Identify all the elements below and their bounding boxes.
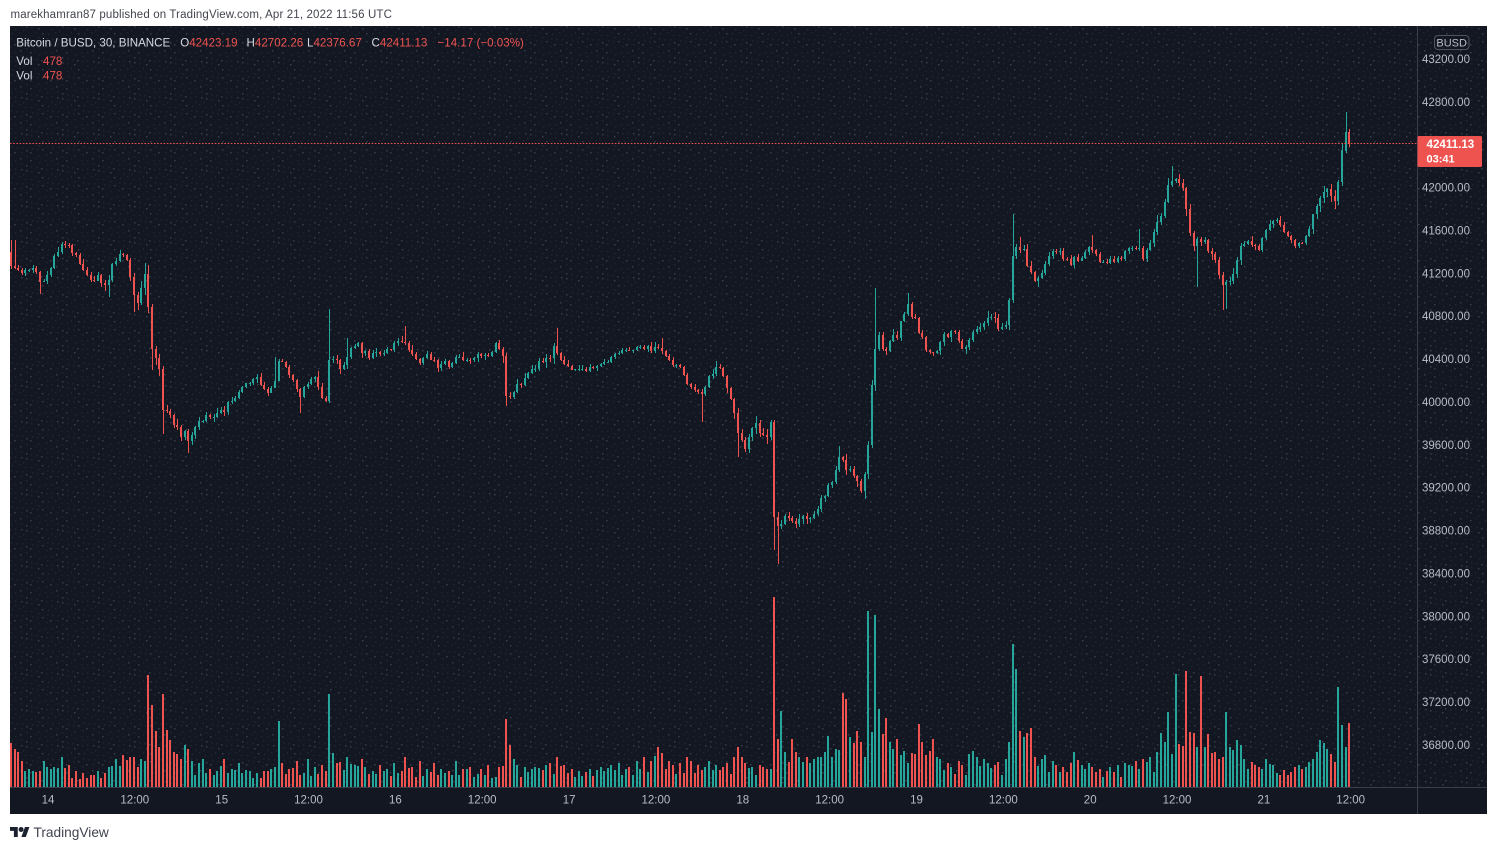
svg-text:19: 19 xyxy=(910,795,923,807)
svg-text:14: 14 xyxy=(42,795,55,807)
svg-text:TradingView: TradingView xyxy=(34,825,109,840)
svg-text:BUSD: BUSD xyxy=(1436,37,1467,49)
svg-text:12:00: 12:00 xyxy=(642,795,671,807)
svg-text:12:00: 12:00 xyxy=(1336,795,1365,807)
svg-text:12:00: 12:00 xyxy=(468,795,497,807)
svg-text:18: 18 xyxy=(736,795,749,807)
svg-text:Vol: Vol xyxy=(16,55,32,68)
svg-text:478: 478 xyxy=(43,70,62,83)
svg-text:40400.00: 40400.00 xyxy=(1422,354,1470,366)
svg-text:478: 478 xyxy=(43,55,62,68)
svg-text:39600.00: 39600.00 xyxy=(1422,440,1470,452)
svg-text:36800.00: 36800.00 xyxy=(1422,740,1470,752)
svg-text:40800.00: 40800.00 xyxy=(1422,311,1470,323)
svg-text:marekhamran87 published on Tra: marekhamran87 published on TradingView.c… xyxy=(11,9,393,21)
svg-text:H42702.26: H42702.26 xyxy=(247,37,304,50)
svg-text:L42376.67: L42376.67 xyxy=(307,37,362,50)
svg-text:12:00: 12:00 xyxy=(120,795,149,807)
svg-text:20: 20 xyxy=(1084,795,1097,807)
svg-text:Vol: Vol xyxy=(16,70,32,83)
svg-text:C42411.13: C42411.13 xyxy=(372,37,428,50)
svg-text:38000.00: 38000.00 xyxy=(1422,611,1470,623)
svg-text:38400.00: 38400.00 xyxy=(1422,569,1470,581)
svg-text:21: 21 xyxy=(1258,795,1271,807)
svg-text:12:00: 12:00 xyxy=(1163,795,1192,807)
svg-text:42800.00: 42800.00 xyxy=(1422,97,1470,109)
svg-text:43200.00: 43200.00 xyxy=(1422,54,1470,66)
svg-text:Bitcoin / BUSD, 30, BINANCE: Bitcoin / BUSD, 30, BINANCE xyxy=(16,37,170,50)
svg-text:39200.00: 39200.00 xyxy=(1422,483,1470,495)
svg-text:42000.00: 42000.00 xyxy=(1422,183,1470,195)
svg-text:−14.17 (−0.03%): −14.17 (−0.03%) xyxy=(438,37,525,50)
svg-text:12:00: 12:00 xyxy=(815,795,844,807)
svg-text:O42423.19: O42423.19 xyxy=(180,37,237,50)
svg-text:38800.00: 38800.00 xyxy=(1422,526,1470,538)
svg-text:17: 17 xyxy=(563,795,576,807)
svg-text:15: 15 xyxy=(215,795,228,807)
svg-text:42411.13: 42411.13 xyxy=(1427,138,1475,151)
svg-text:40000.00: 40000.00 xyxy=(1422,397,1470,409)
svg-text:41600.00: 41600.00 xyxy=(1422,226,1470,238)
svg-text:16: 16 xyxy=(389,795,402,807)
svg-text:37200.00: 37200.00 xyxy=(1422,697,1470,709)
svg-text:37600.00: 37600.00 xyxy=(1422,654,1470,666)
svg-text:12:00: 12:00 xyxy=(294,795,323,807)
svg-text:12:00: 12:00 xyxy=(989,795,1018,807)
svg-text:03:41: 03:41 xyxy=(1427,153,1455,165)
svg-text:41200.00: 41200.00 xyxy=(1422,268,1470,280)
